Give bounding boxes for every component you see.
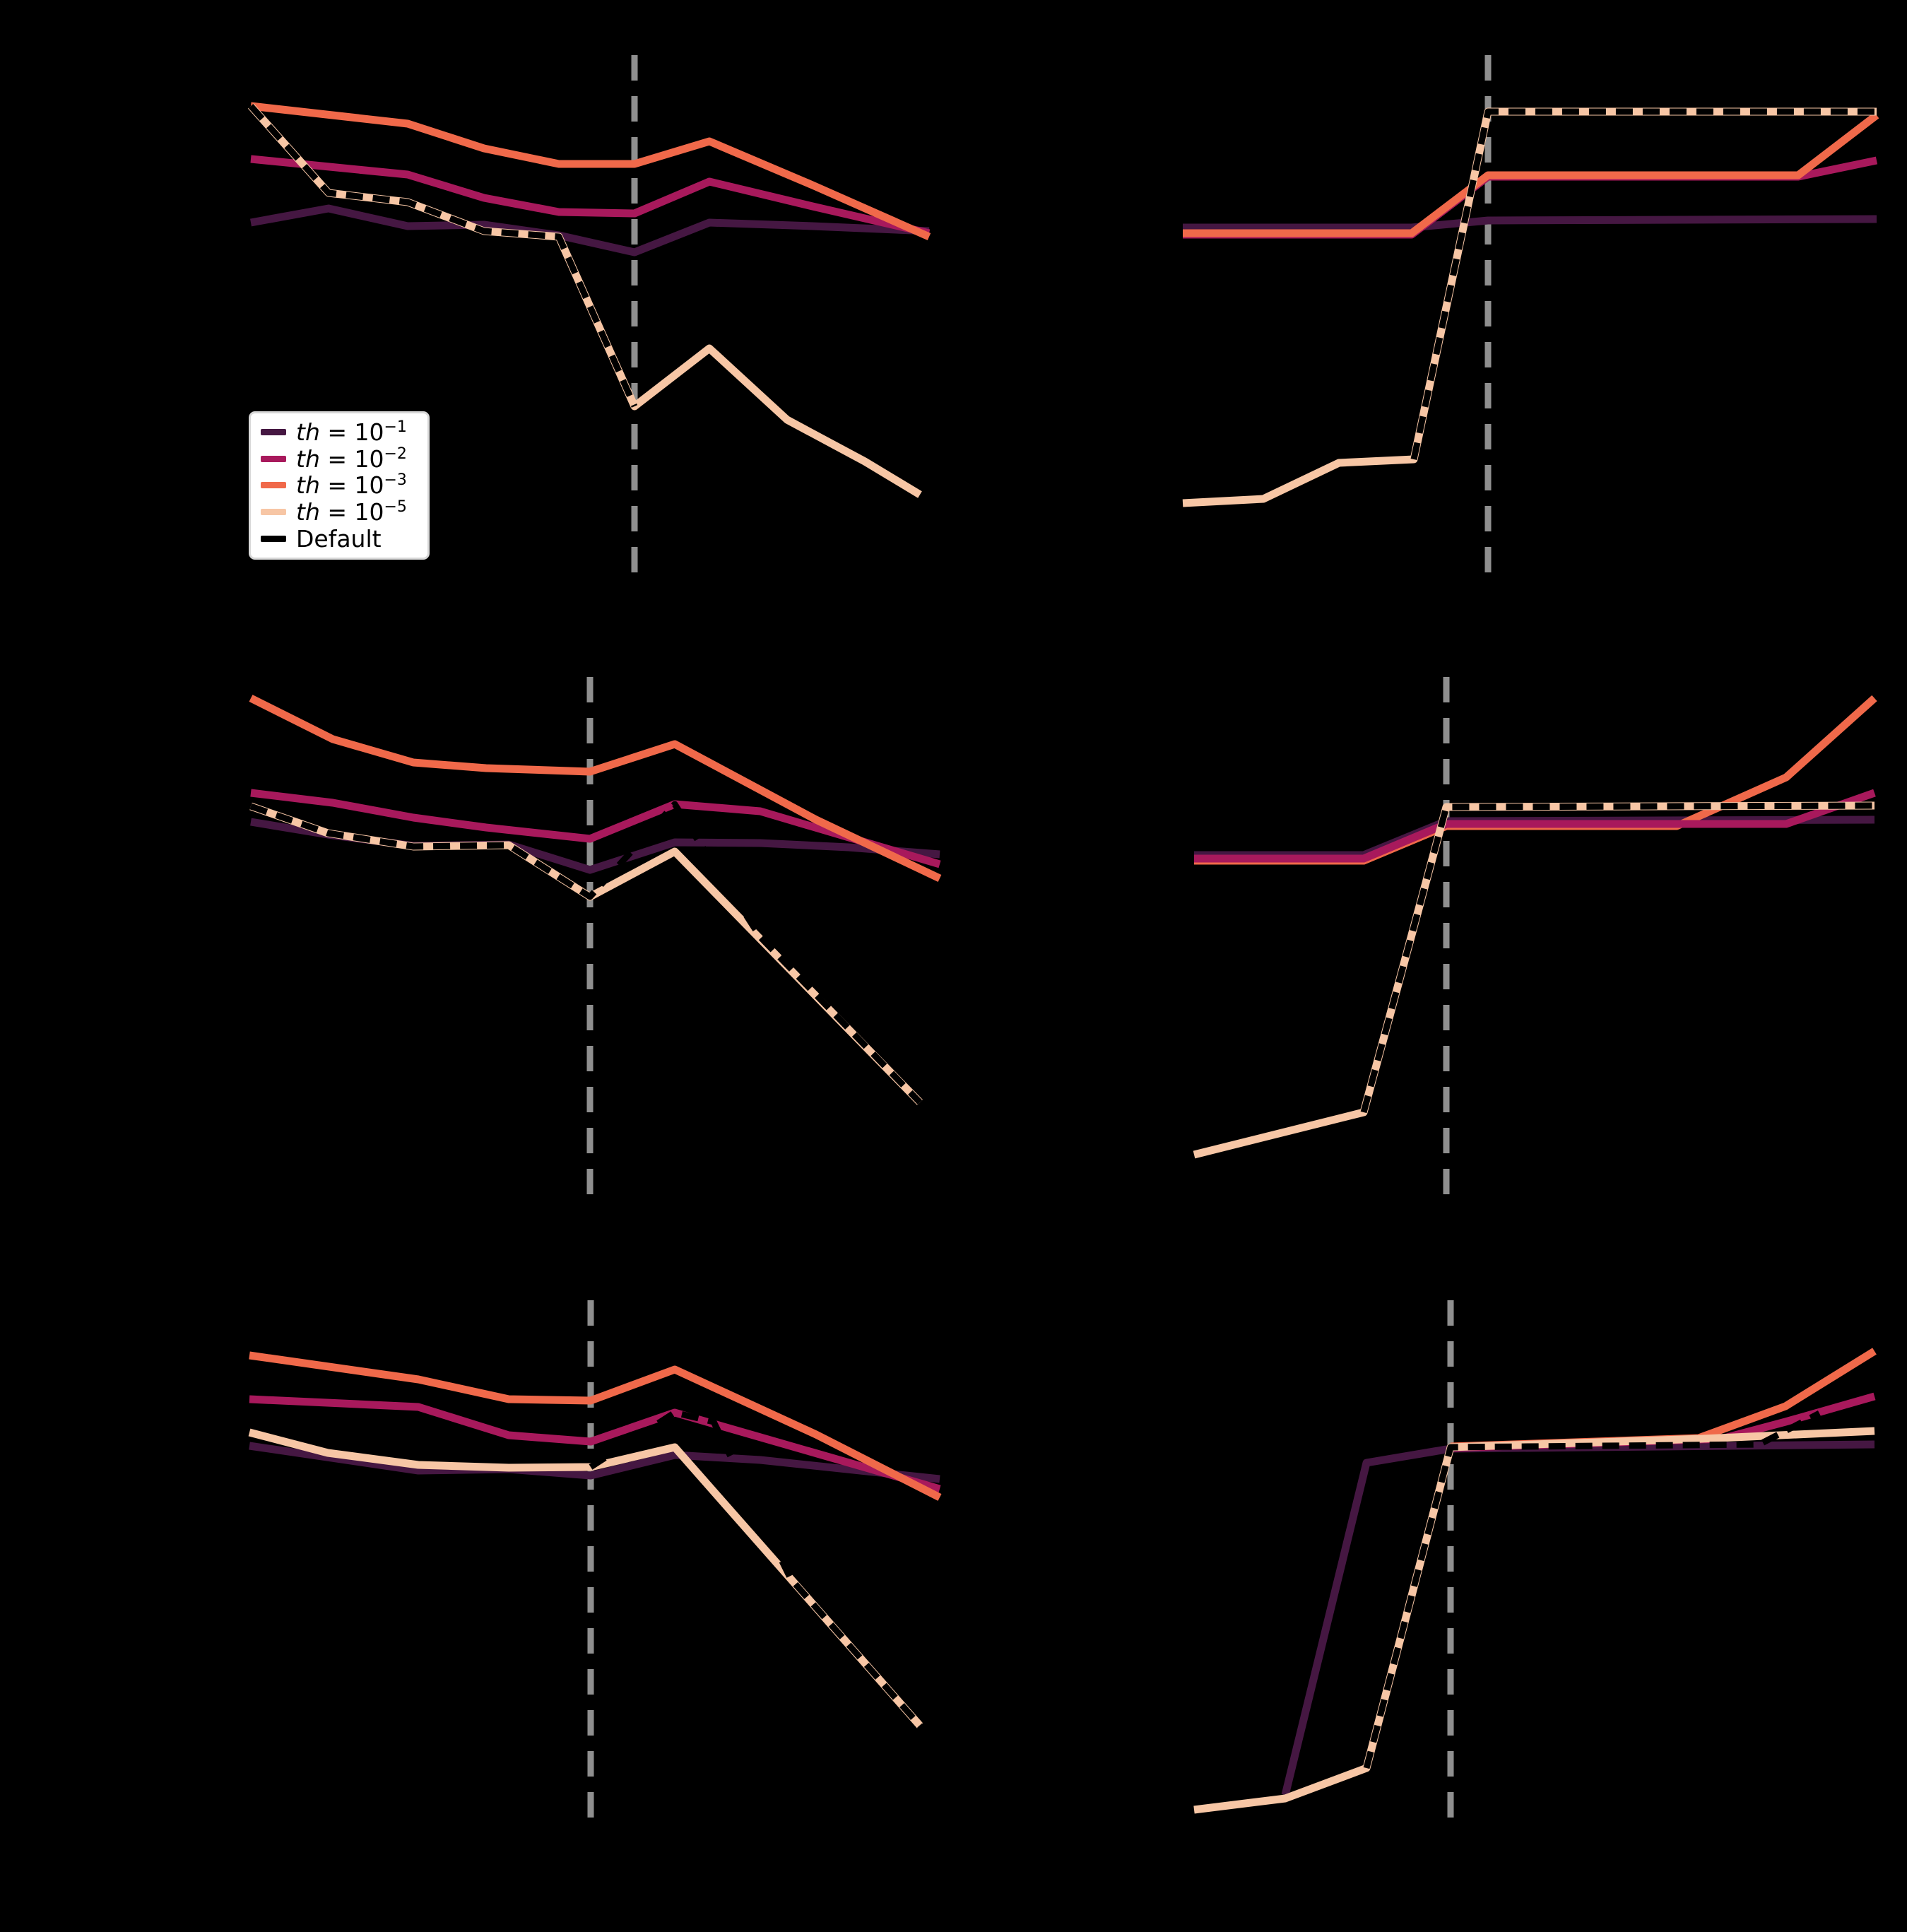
legend-item: th = 10−1 [261,420,418,444]
line-th=10^-2-row3-left [249,1395,941,1493]
panel-row3-left [248,1300,942,1818]
legend-item-label: th = 10−3 [296,471,407,500]
line-default-row3-left [589,1409,923,1728]
legend-line-swatch [261,535,286,542]
line-th=10^-5-row2-right [1193,801,1875,1159]
legend-line-swatch [261,482,286,489]
line-default-row1-left [248,104,638,408]
legend-item: th = 10−3 [261,473,418,497]
legend-item: Default [261,527,418,550]
panel-row1-left [247,55,931,572]
line-th=10^-5-row1-right [1182,107,1877,507]
legend: th = 10−1 th = 10−2 th = 10−3 th = 10−5 … [249,411,430,560]
line-default-row2-right [1360,802,1875,1114]
line-th=10^-2-row2-left [250,789,941,868]
legend-item-label: th = 10−5 [296,498,407,526]
line-th=10^-5-row2-left [249,802,923,1105]
line-th=10^-1-row3-left [249,1442,940,1483]
legend-item-label: Default [296,524,382,553]
line-default-row2-left [249,801,923,1105]
legend-line-swatch [261,509,286,516]
legend-item-label: th = 10−2 [296,444,407,473]
line-th=10^-3-row1-left [250,102,931,241]
legend-item: th = 10−2 [261,444,418,473]
line-th=10^-2-row2-right [1194,789,1876,863]
panel-row2-right [1193,677,1877,1194]
panel-row3-right [1193,1300,1877,1818]
line-th=10^-3-row1-right [1183,112,1879,237]
line-th=10^-3-row2-left [249,695,942,882]
panel-row1-right [1182,55,1879,572]
line-default-row1-right [1410,108,1877,460]
legend-line-swatch [261,429,286,436]
line-th=10^-2-row1-left [250,155,931,237]
panel-row2-left [249,677,942,1194]
line-th=10^-5-row3-left [248,1428,923,1728]
line-th=10^-3-row3-left [249,1351,942,1501]
line-th=10^-3-row2-right [1194,695,1877,865]
line-th=10^-1-row1-right [1183,215,1877,232]
line-default-row3-right [1363,1410,1822,1769]
legend-item-label: th = 10−1 [296,418,407,447]
legend-line-swatch [261,455,286,462]
legend-item: th = 10−5 [261,500,418,524]
